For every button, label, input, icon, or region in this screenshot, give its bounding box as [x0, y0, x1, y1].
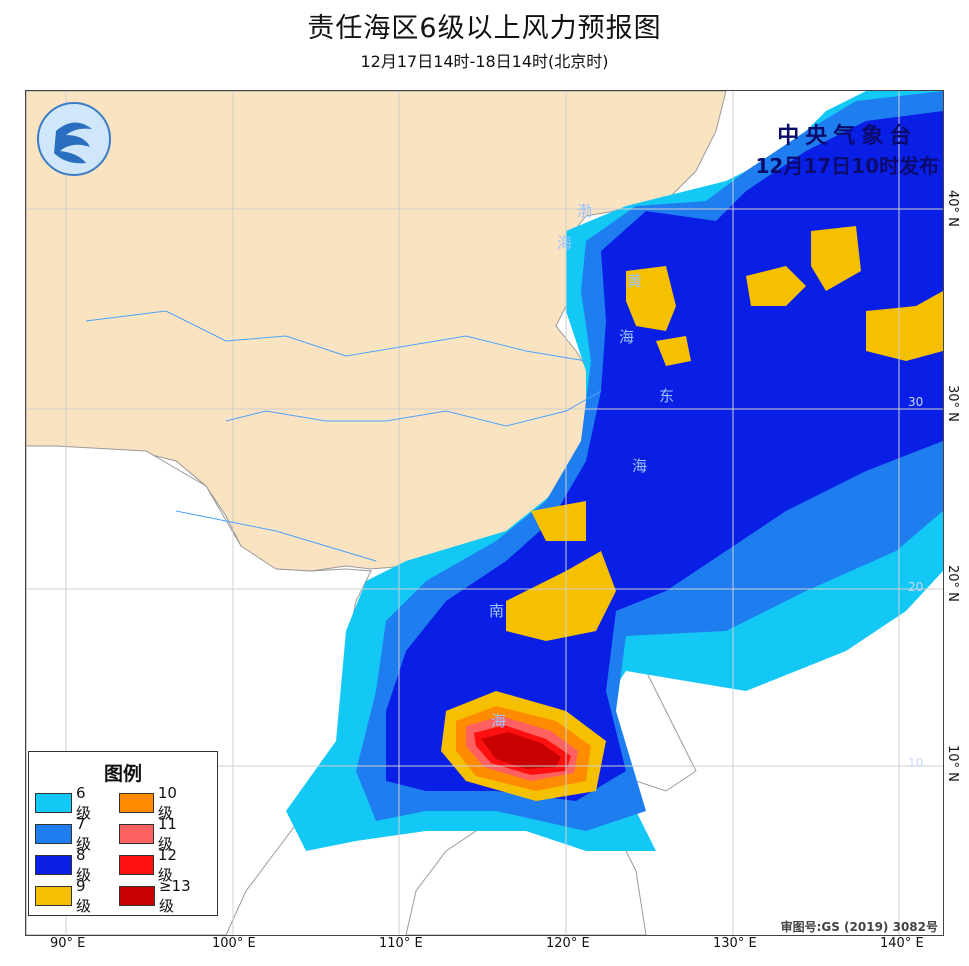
sea-label-bohai-2: 海 — [557, 234, 573, 252]
axis-lat-10: 10° N — [945, 745, 960, 782]
legend-item: 10级 — [119, 784, 185, 822]
legend-swatch — [119, 886, 155, 906]
sea-label-dong-1: 东 — [659, 387, 675, 405]
legend-item: 6级 — [35, 784, 97, 822]
grid-lat-10: 10 — [908, 756, 924, 770]
map-subtitle: 12月17日14时-18日14时(北京时) — [360, 52, 609, 71]
axis-lon-120: 120° E — [546, 936, 590, 951]
legend-label: 9级 — [76, 876, 92, 915]
legend-label: 8级 — [76, 845, 92, 884]
issue-time: 12月17日10时发布 — [755, 154, 940, 178]
legend-title: 图例 — [103, 763, 142, 785]
legend-item: 7级 — [35, 815, 97, 853]
legend: 图例 6级 10级 7级 11级 8级 12级 9级 — [28, 751, 218, 916]
sea-label-nan-2: 海 — [491, 712, 507, 730]
axis-lon-90: 90° E — [50, 936, 86, 951]
legend-label: 7级 — [76, 814, 92, 853]
legend-label: 12级 — [157, 845, 177, 884]
axis-lat-40: 40° N — [945, 190, 960, 227]
sea-label-bohai-1: 渤 — [577, 202, 593, 220]
axis-lon-110: 110° E — [379, 936, 423, 951]
axis-lon-140: 140° E — [880, 936, 924, 951]
legend-item: 11级 — [119, 815, 185, 853]
legend-item: ≥13级 — [119, 877, 198, 915]
legend-swatch — [119, 824, 154, 844]
wind-forecast-map — [26, 91, 943, 935]
approval-number: 审图号:GS (2019) 3082号 — [780, 920, 938, 934]
legend-item: 8级 — [35, 846, 97, 884]
issuer-block: 中央气象台 12月17日10时发布 — [756, 118, 940, 179]
legend-label: 6级 — [76, 783, 92, 822]
legend-swatch — [119, 793, 154, 813]
map-title: 责任海区6级以上风力预报图 — [307, 13, 662, 44]
legend-label: 10级 — [157, 783, 177, 822]
sea-label-dong-2: 海 — [632, 457, 648, 475]
legend-swatch — [35, 793, 73, 813]
axis-lat-30: 30° N — [945, 385, 960, 422]
legend-swatch — [35, 855, 73, 875]
issuer-org: 中央气象台 — [777, 124, 918, 149]
grid-lat-30: 30 — [908, 395, 924, 409]
grid-lat-20: 20 — [908, 580, 924, 594]
legend-swatch — [35, 824, 73, 844]
sea-label-huang-2: 海 — [619, 328, 635, 346]
legend-swatch — [119, 855, 154, 875]
sea-label-huang-1: 黄 — [627, 272, 643, 290]
legend-label: 11级 — [157, 814, 177, 853]
legend-swatch — [35, 886, 73, 906]
legend-item: 9级 — [35, 877, 97, 915]
axis-lon-100: 100° E — [212, 936, 256, 951]
cma-logo-icon — [37, 102, 111, 176]
legend-label: ≥13级 — [158, 876, 191, 915]
map-frame — [25, 90, 944, 936]
axis-lon-130: 130° E — [713, 936, 757, 951]
legend-item: 12级 — [119, 846, 185, 884]
sea-label-nan-1: 南 — [489, 602, 505, 620]
axis-lat-20: 20° N — [945, 565, 960, 602]
